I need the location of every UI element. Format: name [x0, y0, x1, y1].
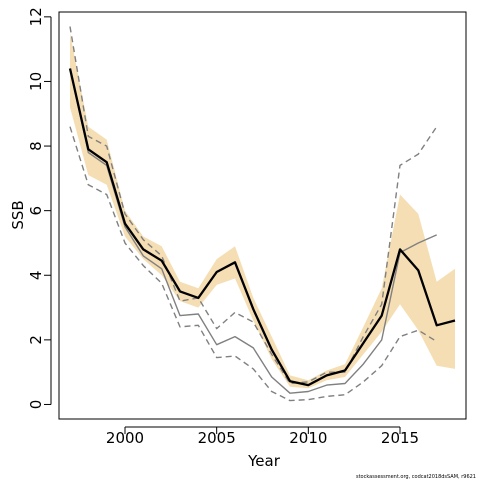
x-tick-label: 2010	[289, 429, 327, 447]
y-tick-label: 12	[27, 7, 45, 26]
y-axis: 0 2 4 6 8 10 12	[27, 7, 52, 410]
series-line-1	[68, 68, 456, 387]
x-tick-label: 2005	[198, 429, 236, 447]
x-axis-title: Year	[247, 452, 281, 470]
y-tick-label: 0	[27, 400, 45, 410]
plot-area	[68, 26, 456, 402]
y-tick-label: 10	[27, 72, 45, 91]
y-tick-label: 4	[27, 271, 45, 281]
y-axis-title: SSB	[9, 200, 27, 229]
x-axis: 2000 2005 2010 2015	[106, 426, 419, 447]
x-tick-label: 2000	[106, 429, 144, 447]
series-line-3	[69, 26, 438, 385]
x-tick-label: 2015	[381, 429, 419, 447]
plot-frame	[58, 11, 467, 420]
y-tick-label: 2	[27, 335, 45, 345]
footnote: stockassessment.org, codcat2018dsSAM, r9…	[356, 474, 476, 480]
series-line-2	[69, 68, 437, 394]
confidence-band	[70, 33, 455, 389]
series-line-4	[69, 126, 438, 402]
y-tick-label: 6	[27, 206, 45, 216]
y-tick-label: 8	[27, 141, 45, 151]
